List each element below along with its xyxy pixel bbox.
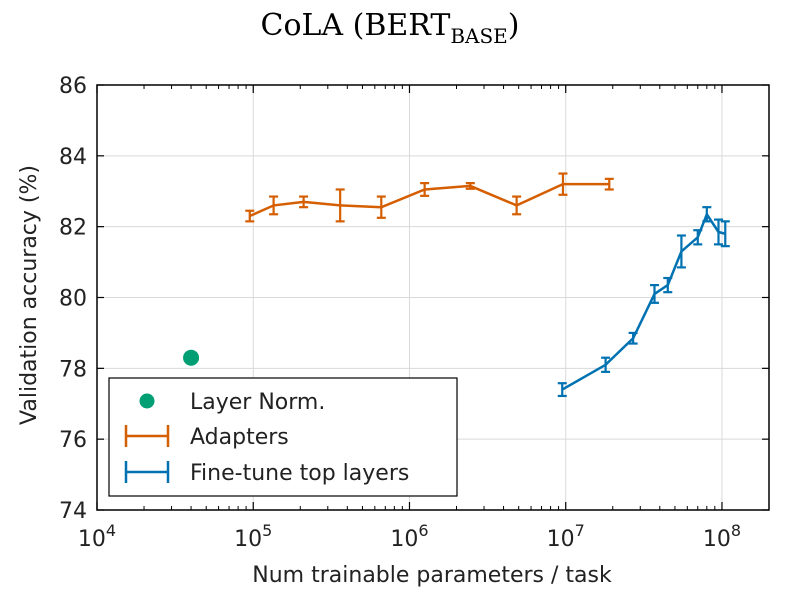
- y-tick-label: 84: [59, 145, 87, 170]
- y-tick-label: 86: [59, 74, 87, 99]
- fine-tune-top-layers-errorbar: [676, 234, 686, 269]
- x-tick-label: 107: [547, 521, 585, 552]
- adapters-errorbar: [512, 195, 522, 216]
- adapters-errorbar: [245, 209, 255, 223]
- y-tick-label: 74: [59, 499, 87, 524]
- fine-tune-top-layers-errorbar: [601, 356, 611, 373]
- fine-tune-top-layers-errorbar: [650, 284, 660, 304]
- adapters-errorbar: [376, 195, 386, 219]
- adapters-errorbar: [558, 172, 568, 196]
- layer-norm-point: [183, 349, 200, 366]
- tick-labels: 74 76 78 80 82 84 86 104 105 106 107 108: [59, 74, 741, 552]
- fine-tune-top-layers-errorbar: [663, 276, 673, 294]
- y-tick-label: 82: [59, 216, 87, 241]
- fine-tune-top-layers-errorbar: [693, 229, 703, 246]
- chart-title-main: CoLA (BERT: [260, 8, 450, 43]
- x-tick-label: 108: [703, 521, 741, 552]
- fine-tune-top-layers-errorbar: [720, 220, 730, 248]
- x-tick-label: 105: [234, 521, 272, 552]
- adapters-errorbar: [465, 182, 475, 190]
- fine-tune-top-layers-errorbar: [628, 331, 638, 345]
- adapters-errorbar: [335, 188, 345, 223]
- legend-marker-adapters: [124, 425, 170, 447]
- legend-label-layer-norm: Layer Norm.: [190, 390, 325, 415]
- fine-tune-top-layers-errorbar: [702, 206, 712, 223]
- y-tick-label: 78: [59, 357, 87, 382]
- legend-label-fine-tune: Fine-tune top layers: [190, 461, 409, 486]
- adapters-errorbar: [604, 177, 614, 191]
- chart-title-suffix: ): [508, 8, 520, 43]
- y-axis-label: Validation accuracy (%): [17, 165, 42, 425]
- chart-title-subscript: BASE: [450, 24, 507, 48]
- x-axis-label: Num trainable parameters / task: [252, 563, 612, 588]
- plot-frame: [96, 84, 770, 511]
- x-tick-label: 104: [78, 521, 116, 552]
- y-tick-label: 76: [59, 428, 87, 453]
- plot-area: [183, 172, 730, 398]
- x-tick-label: 106: [390, 521, 428, 552]
- adapters-series-line: [249, 182, 610, 218]
- legend-marker-layer-norm: [139, 393, 155, 409]
- y-tick-label: 80: [59, 287, 87, 312]
- legend-marker-fine-tune: [124, 461, 170, 483]
- legend: Layer Norm. Adapters Fine-tune top layer…: [108, 377, 458, 497]
- legend-label-adapters: Adapters: [190, 425, 289, 450]
- fine-tune-top-layers-series-line: [561, 211, 726, 391]
- adapters-errorbar: [299, 195, 309, 209]
- fine-tune-top-layers-errorbar: [713, 218, 723, 246]
- adapters-errorbar: [269, 195, 279, 216]
- adapters-errorbar: [420, 182, 430, 197]
- chart-title: CoLA (BERTBASE): [260, 8, 519, 48]
- fine-tune-top-layers-errorbar: [557, 382, 567, 398]
